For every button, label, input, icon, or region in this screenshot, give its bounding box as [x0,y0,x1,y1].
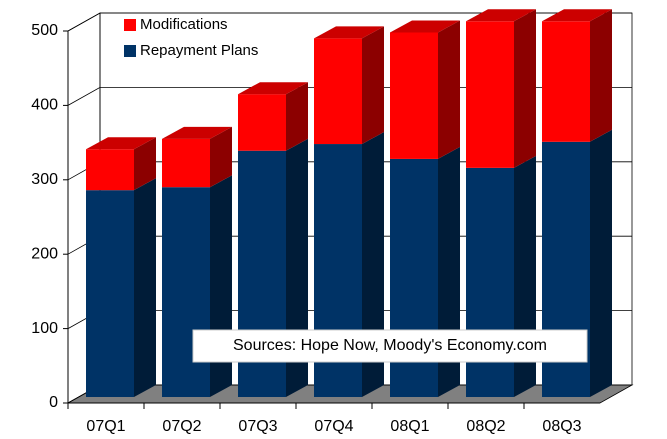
x-tick-label: 07Q1 [86,418,125,435]
bar-side [210,126,232,188]
x-tick-label: 08Q3 [542,418,581,435]
bar-top [314,26,384,39]
y-tick-label: 300 [31,171,58,188]
legend-box [118,10,298,68]
bar-side [438,20,460,159]
y-tick-label: 200 [31,245,58,262]
bar-top [162,126,232,139]
legend-label: Modifications [140,16,228,33]
legend-swatch [124,45,136,57]
bar-top [238,82,308,95]
bar-front [86,149,134,191]
bar-side [590,129,612,398]
bar-front [314,38,362,145]
x-tick-label: 08Q2 [466,418,505,435]
bar-top [390,20,460,33]
grid-line [67,12,632,32]
bar-front [238,94,286,151]
x-tick-label: 07Q2 [162,418,201,435]
y-tick-label: 0 [49,394,58,411]
bar-side [210,175,232,397]
bar-front [86,190,134,397]
y-tick-label: 500 [31,22,58,39]
annotation-box [192,329,588,363]
bar-front [466,21,514,168]
bar-side [514,9,536,168]
bar-front [162,138,210,188]
bar-side [286,82,308,151]
bar-front [542,21,590,142]
y-tick-label: 100 [31,320,58,337]
x-tick-label: 08Q1 [390,418,429,435]
bar-front [466,167,514,397]
legend-label: Repayment Plans [140,42,258,59]
bar-side [590,9,612,142]
bar-top [466,9,536,22]
bar-top [542,9,612,22]
x-tick-label: 07Q4 [314,418,353,435]
bar-front [162,187,210,397]
x-tick-label: 07Q3 [238,418,277,435]
bar-front [390,32,438,159]
bar-top [86,137,156,150]
bar-side [362,26,384,145]
bar-side [134,137,156,191]
bar-side [134,178,156,397]
y-tick-label: 400 [31,97,58,114]
legend: Modifications Repayment Plans [118,10,298,68]
annotation: Sources: Hope Now, Moody's Economy.com [233,337,547,354]
legend-swatch [124,19,136,31]
